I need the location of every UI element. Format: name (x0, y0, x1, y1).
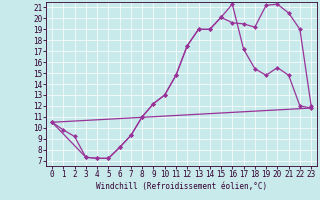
X-axis label: Windchill (Refroidissement éolien,°C): Windchill (Refroidissement éolien,°C) (96, 182, 267, 191)
